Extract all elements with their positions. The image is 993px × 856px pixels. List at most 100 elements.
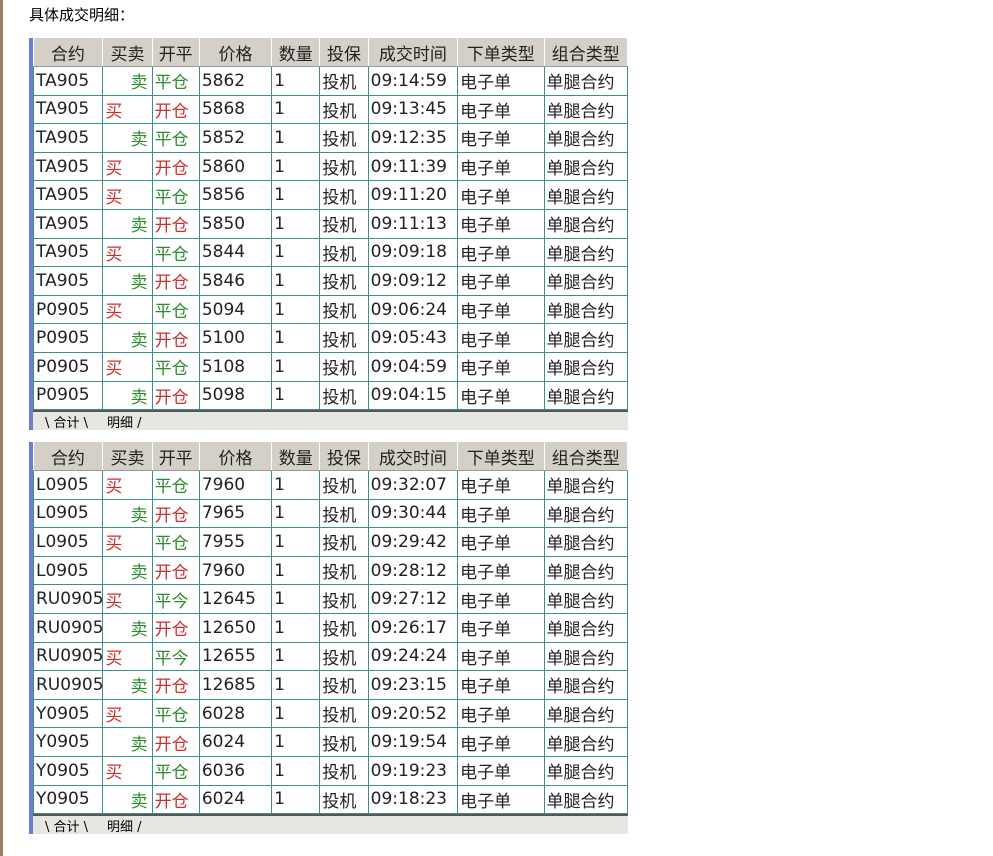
cell-side: 卖 xyxy=(102,612,153,643)
cell-open-close: 平仓 xyxy=(151,237,200,268)
table-row[interactable]: TA905 卖平仓 5862 1 投机 09:14:59 电子单 单腿合约 xyxy=(32,66,628,96)
cell-quantity: 1 xyxy=(271,784,321,815)
cell-combo-type: 单腿合约 xyxy=(543,351,628,382)
cell-trade-time: 09:11:39 xyxy=(367,151,459,182)
table-row[interactable]: L0905 买平仓 7960 1 投机 09:32:07 电子单 单腿合约 xyxy=(32,470,628,500)
column-header-combo-type[interactable]: 组合类型 xyxy=(544,38,628,67)
column-header-price[interactable]: 价格 xyxy=(199,442,273,471)
cell-trade-time: 09:04:15 xyxy=(367,380,459,411)
tab-detail[interactable]: 明细 / xyxy=(107,416,142,432)
column-header-combo-type[interactable]: 组合类型 xyxy=(544,442,628,471)
cell-side: 卖 xyxy=(102,380,153,411)
cell-price: 5868 xyxy=(198,94,273,125)
trade-grid-1: 合约 买卖 开平 价格 数量 投保 成交时间 下单类型 组合类型 TA905 卖平仓 5862 1 投机 0… xyxy=(29,38,628,432)
table-row[interactable]: TA905 买平仓 5844 1 投机 09:09:18 电子单 单腿合约 xyxy=(32,237,628,268)
cell-price: 6024 xyxy=(198,727,273,757)
cell-combo-type: 单腿合约 xyxy=(543,584,628,614)
cell-open-close: 开仓 xyxy=(151,784,200,815)
column-header-side[interactable]: 买卖 xyxy=(102,442,153,471)
column-header-side[interactable]: 买卖 xyxy=(102,38,153,67)
table-row[interactable]: Y0905 买平仓 6036 1 投机 09:19:23 电子单 单腿合约 xyxy=(32,755,628,786)
column-header-trade-time[interactable]: 成交时间 xyxy=(368,442,459,471)
cell-combo-type: 单腿合约 xyxy=(543,670,628,700)
cell-order-type: 电子单 xyxy=(457,237,545,268)
cell-combo-type: 单腿合约 xyxy=(543,555,628,586)
cell-combo-type: 单腿合约 xyxy=(543,151,628,182)
tab-summary[interactable]: \ 合计 \ xyxy=(45,820,89,836)
cell-quantity: 1 xyxy=(271,94,321,125)
cell-hedge: 投机 xyxy=(319,670,369,700)
cell-quantity: 1 xyxy=(271,641,321,672)
column-header-trade-time[interactable]: 成交时间 xyxy=(368,38,459,67)
cell-price: 5850 xyxy=(198,208,273,239)
cell-open-close: 开仓 xyxy=(151,555,200,586)
cell-hedge: 投机 xyxy=(319,180,369,210)
cell-trade-time: 09:19:23 xyxy=(367,755,459,786)
table-row[interactable]: TA905 卖开仓 5850 1 投机 09:11:13 电子单 单腿合约 xyxy=(32,208,628,239)
column-header-hedge[interactable]: 投保 xyxy=(319,442,369,471)
cell-contract: TA905 xyxy=(32,66,104,96)
cell-price: 12685 xyxy=(198,670,273,700)
cell-contract: TA905 xyxy=(32,180,104,210)
table-row[interactable]: TA905 买开仓 5860 1 投机 09:11:39 电子单 单腿合约 xyxy=(32,151,628,182)
column-header-contract[interactable]: 合约 xyxy=(33,442,104,471)
tab-summary[interactable]: \ 合计 \ xyxy=(45,416,89,432)
cell-open-close: 平仓 xyxy=(151,294,200,325)
column-header-hedge[interactable]: 投保 xyxy=(319,38,369,67)
cell-trade-time: 09:12:35 xyxy=(367,123,459,153)
cell-order-type: 电子单 xyxy=(457,94,545,125)
cell-combo-type: 单腿合约 xyxy=(543,470,628,500)
cell-order-type: 电子单 xyxy=(457,323,545,353)
table-row[interactable]: TA905 买平仓 5856 1 投机 09:11:20 电子单 单腿合约 xyxy=(32,180,628,210)
cell-quantity: 1 xyxy=(271,180,321,210)
cell-hedge: 投机 xyxy=(319,208,369,239)
table-row[interactable]: P0905 卖开仓 5098 1 投机 09:04:15 电子单 单腿合约 xyxy=(32,380,628,411)
cell-contract: RU0905 xyxy=(32,670,104,700)
cell-side: 买 xyxy=(102,527,153,557)
table-row[interactable]: RU0905 卖开仓 12650 1 投机 09:26:17 电子单 单腿合约 xyxy=(32,612,628,643)
column-header-open-close[interactable]: 开平 xyxy=(152,442,200,471)
table-row[interactable]: L0905 买平仓 7955 1 投机 09:29:42 电子单 单腿合约 xyxy=(32,527,628,557)
cell-trade-time: 09:11:13 xyxy=(367,208,459,239)
table-row[interactable]: RU0905 买平今 12655 1 投机 09:24:24 电子单 单腿合约 xyxy=(32,641,628,672)
table-row[interactable]: Y0905 卖开仓 6024 1 投机 09:19:54 电子单 单腿合约 xyxy=(32,727,628,757)
table-row[interactable]: RU0905 卖开仓 12685 1 投机 09:23:15 电子单 单腿合约 xyxy=(32,670,628,700)
table-row[interactable]: TA905 卖开仓 5846 1 投机 09:09:12 电子单 单腿合约 xyxy=(32,266,628,296)
table-row[interactable]: P0905 买平仓 5094 1 投机 09:06:24 电子单 单腿合约 xyxy=(32,294,628,325)
table-row[interactable]: TA905 买开仓 5868 1 投机 09:13:45 电子单 单腿合约 xyxy=(32,94,628,125)
cell-quantity: 1 xyxy=(271,670,321,700)
cell-contract: TA905 xyxy=(32,94,104,125)
table-row[interactable]: TA905 卖平仓 5852 1 投机 09:12:35 电子单 单腿合约 xyxy=(32,123,628,153)
cell-quantity: 1 xyxy=(271,208,321,239)
table-row[interactable]: Y0905 卖开仓 6024 1 投机 09:18:23 电子单 单腿合约 xyxy=(32,784,628,815)
column-header-contract[interactable]: 合约 xyxy=(33,38,104,67)
column-header-order-type[interactable]: 下单类型 xyxy=(457,442,545,471)
cell-quantity: 1 xyxy=(271,584,321,614)
cell-open-close: 开仓 xyxy=(151,323,200,353)
cell-hedge: 投机 xyxy=(319,351,369,382)
cell-quantity: 1 xyxy=(271,380,321,411)
table-row[interactable]: L0905 卖开仓 7960 1 投机 09:28:12 电子单 单腿合约 xyxy=(32,555,628,586)
table-row[interactable]: RU0905 买平今 12645 1 投机 09:27:12 电子单 单腿合约 xyxy=(32,584,628,614)
column-header-quantity[interactable]: 数量 xyxy=(271,38,321,67)
table-row[interactable]: Y0905 买平仓 6028 1 投机 09:20:52 电子单 单腿合约 xyxy=(32,698,628,729)
cell-open-close: 平今 xyxy=(151,641,200,672)
cell-quantity: 1 xyxy=(271,237,321,268)
cell-trade-time: 09:18:23 xyxy=(367,784,459,815)
cell-open-close: 平仓 xyxy=(151,351,200,382)
table-row[interactable]: L0905 卖开仓 7965 1 投机 09:30:44 电子单 单腿合约 xyxy=(32,498,628,529)
column-header-order-type[interactable]: 下单类型 xyxy=(457,38,545,67)
table-row[interactable]: P0905 买平仓 5108 1 投机 09:04:59 电子单 单腿合约 xyxy=(32,351,628,382)
cell-hedge: 投机 xyxy=(319,123,369,153)
cell-price: 7965 xyxy=(198,498,273,529)
column-header-price[interactable]: 价格 xyxy=(199,38,273,67)
table-row[interactable]: P0905 卖开仓 5100 1 投机 09:05:43 电子单 单腿合约 xyxy=(32,323,628,353)
cell-quantity: 1 xyxy=(271,470,321,500)
tab-detail[interactable]: 明细 / xyxy=(107,820,142,836)
cell-trade-time: 09:04:59 xyxy=(367,351,459,382)
cell-quantity: 1 xyxy=(271,755,321,786)
cell-quantity: 1 xyxy=(271,266,321,296)
cell-contract: P0905 xyxy=(32,323,104,353)
column-header-quantity[interactable]: 数量 xyxy=(271,442,321,471)
column-header-open-close[interactable]: 开平 xyxy=(152,38,200,67)
